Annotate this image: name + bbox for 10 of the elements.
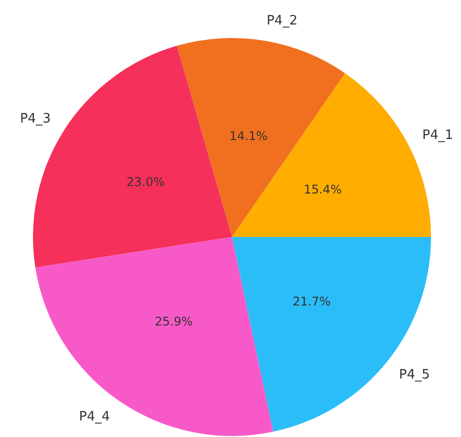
data-label: 23.0% [126,174,165,189]
data-label: 14.1% [229,128,268,143]
data-label: 21.7% [292,294,331,309]
slice-label: P4_1 [422,128,454,143]
slice-label: P4_3 [20,112,51,127]
slice-label: P4_5 [398,367,430,382]
slice-label: P4_2 [266,13,298,28]
data-label: 25.9% [154,314,193,328]
slice-label: P4_4 [79,410,110,425]
data-label: 15.4% [304,182,342,196]
